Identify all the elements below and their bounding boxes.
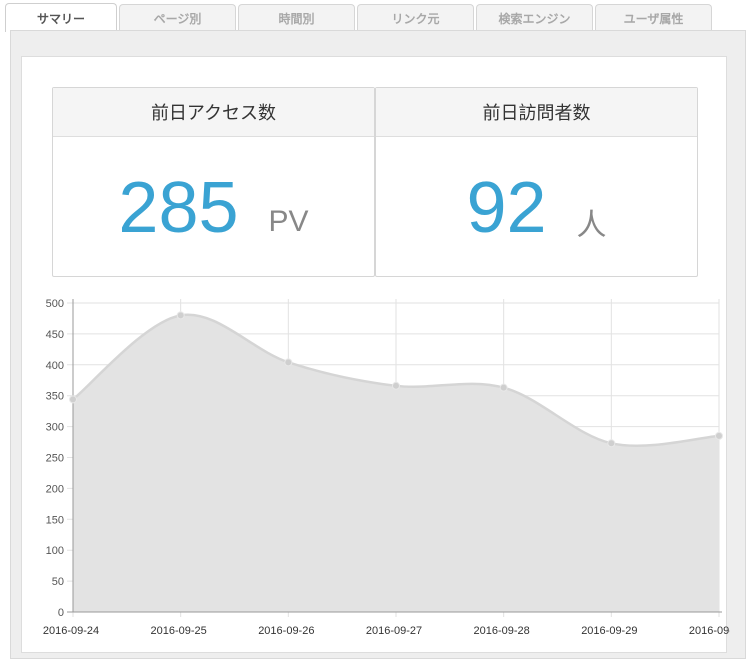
data-point [607, 439, 616, 448]
daily-pv-area-chart: 0 50 100 150 200 250 300 350 400 450 500 2016-09-24… [43, 298, 730, 637]
x-tick-label: 2016-09-26 [258, 625, 314, 637]
x-tick-label: 2016-09-29 [581, 625, 637, 637]
x-tick-label: 2016-09-28 [474, 625, 530, 637]
y-tick-label: 500 [46, 298, 64, 310]
y-tick-label: 450 [46, 329, 64, 341]
y-tick-label: 150 [46, 514, 64, 526]
visitors-stat-card: 前日訪問者数 92 人 [375, 87, 698, 277]
tab-by-page[interactable]: ページ別 [119, 4, 236, 31]
y-tick-label: 200 [46, 483, 64, 495]
pv-stat-unit: PV [268, 204, 309, 238]
y-tick-label: 250 [46, 453, 64, 465]
visitors-stat-value: 92 [466, 167, 547, 248]
y-tick-label: 0 [58, 607, 64, 619]
x-tick-label: 2016-09-25 [151, 625, 207, 637]
visitors-stat-body: 92 人 [376, 137, 697, 276]
x-tick-label: 2016-09-30 [689, 625, 730, 637]
tab-referrers[interactable]: リンク元 [357, 4, 474, 31]
visitors-stat-unit: 人 [576, 208, 607, 242]
tab-summary[interactable]: サマリー [5, 3, 117, 32]
series-area [73, 314, 719, 612]
x-tick-label: 2016-09-27 [366, 625, 422, 637]
data-point [392, 381, 400, 390]
data-point [176, 311, 185, 320]
tab-search-engines[interactable]: 検索エンジン [476, 4, 593, 31]
x-tick-label: 2016-09-24 [43, 625, 99, 637]
data-point [499, 383, 508, 392]
y-tick-label: 350 [46, 391, 64, 403]
tab-bar: サマリー ページ別 時間別 リンク元 検索エンジン ユーザ属性 [0, 0, 746, 32]
y-tick-label: 100 [46, 545, 64, 557]
data-point [715, 431, 723, 440]
tab-user-attributes[interactable]: ユーザ属性 [595, 4, 712, 31]
pv-stat-body: 285 PV [53, 137, 374, 276]
y-tick-label: 400 [46, 360, 64, 372]
pv-stat-title: 前日アクセス数 [53, 88, 374, 137]
visitors-stat-title: 前日訪問者数 [376, 88, 697, 137]
data-point [284, 358, 293, 367]
y-tick-label: 300 [46, 422, 64, 434]
pv-stat-value: 285 [118, 167, 239, 248]
tab-by-hour[interactable]: 時間別 [238, 4, 355, 31]
pv-stat-card: 前日アクセス数 285 PV [52, 87, 375, 277]
data-point [69, 395, 77, 404]
y-tick-label: 50 [52, 576, 64, 588]
